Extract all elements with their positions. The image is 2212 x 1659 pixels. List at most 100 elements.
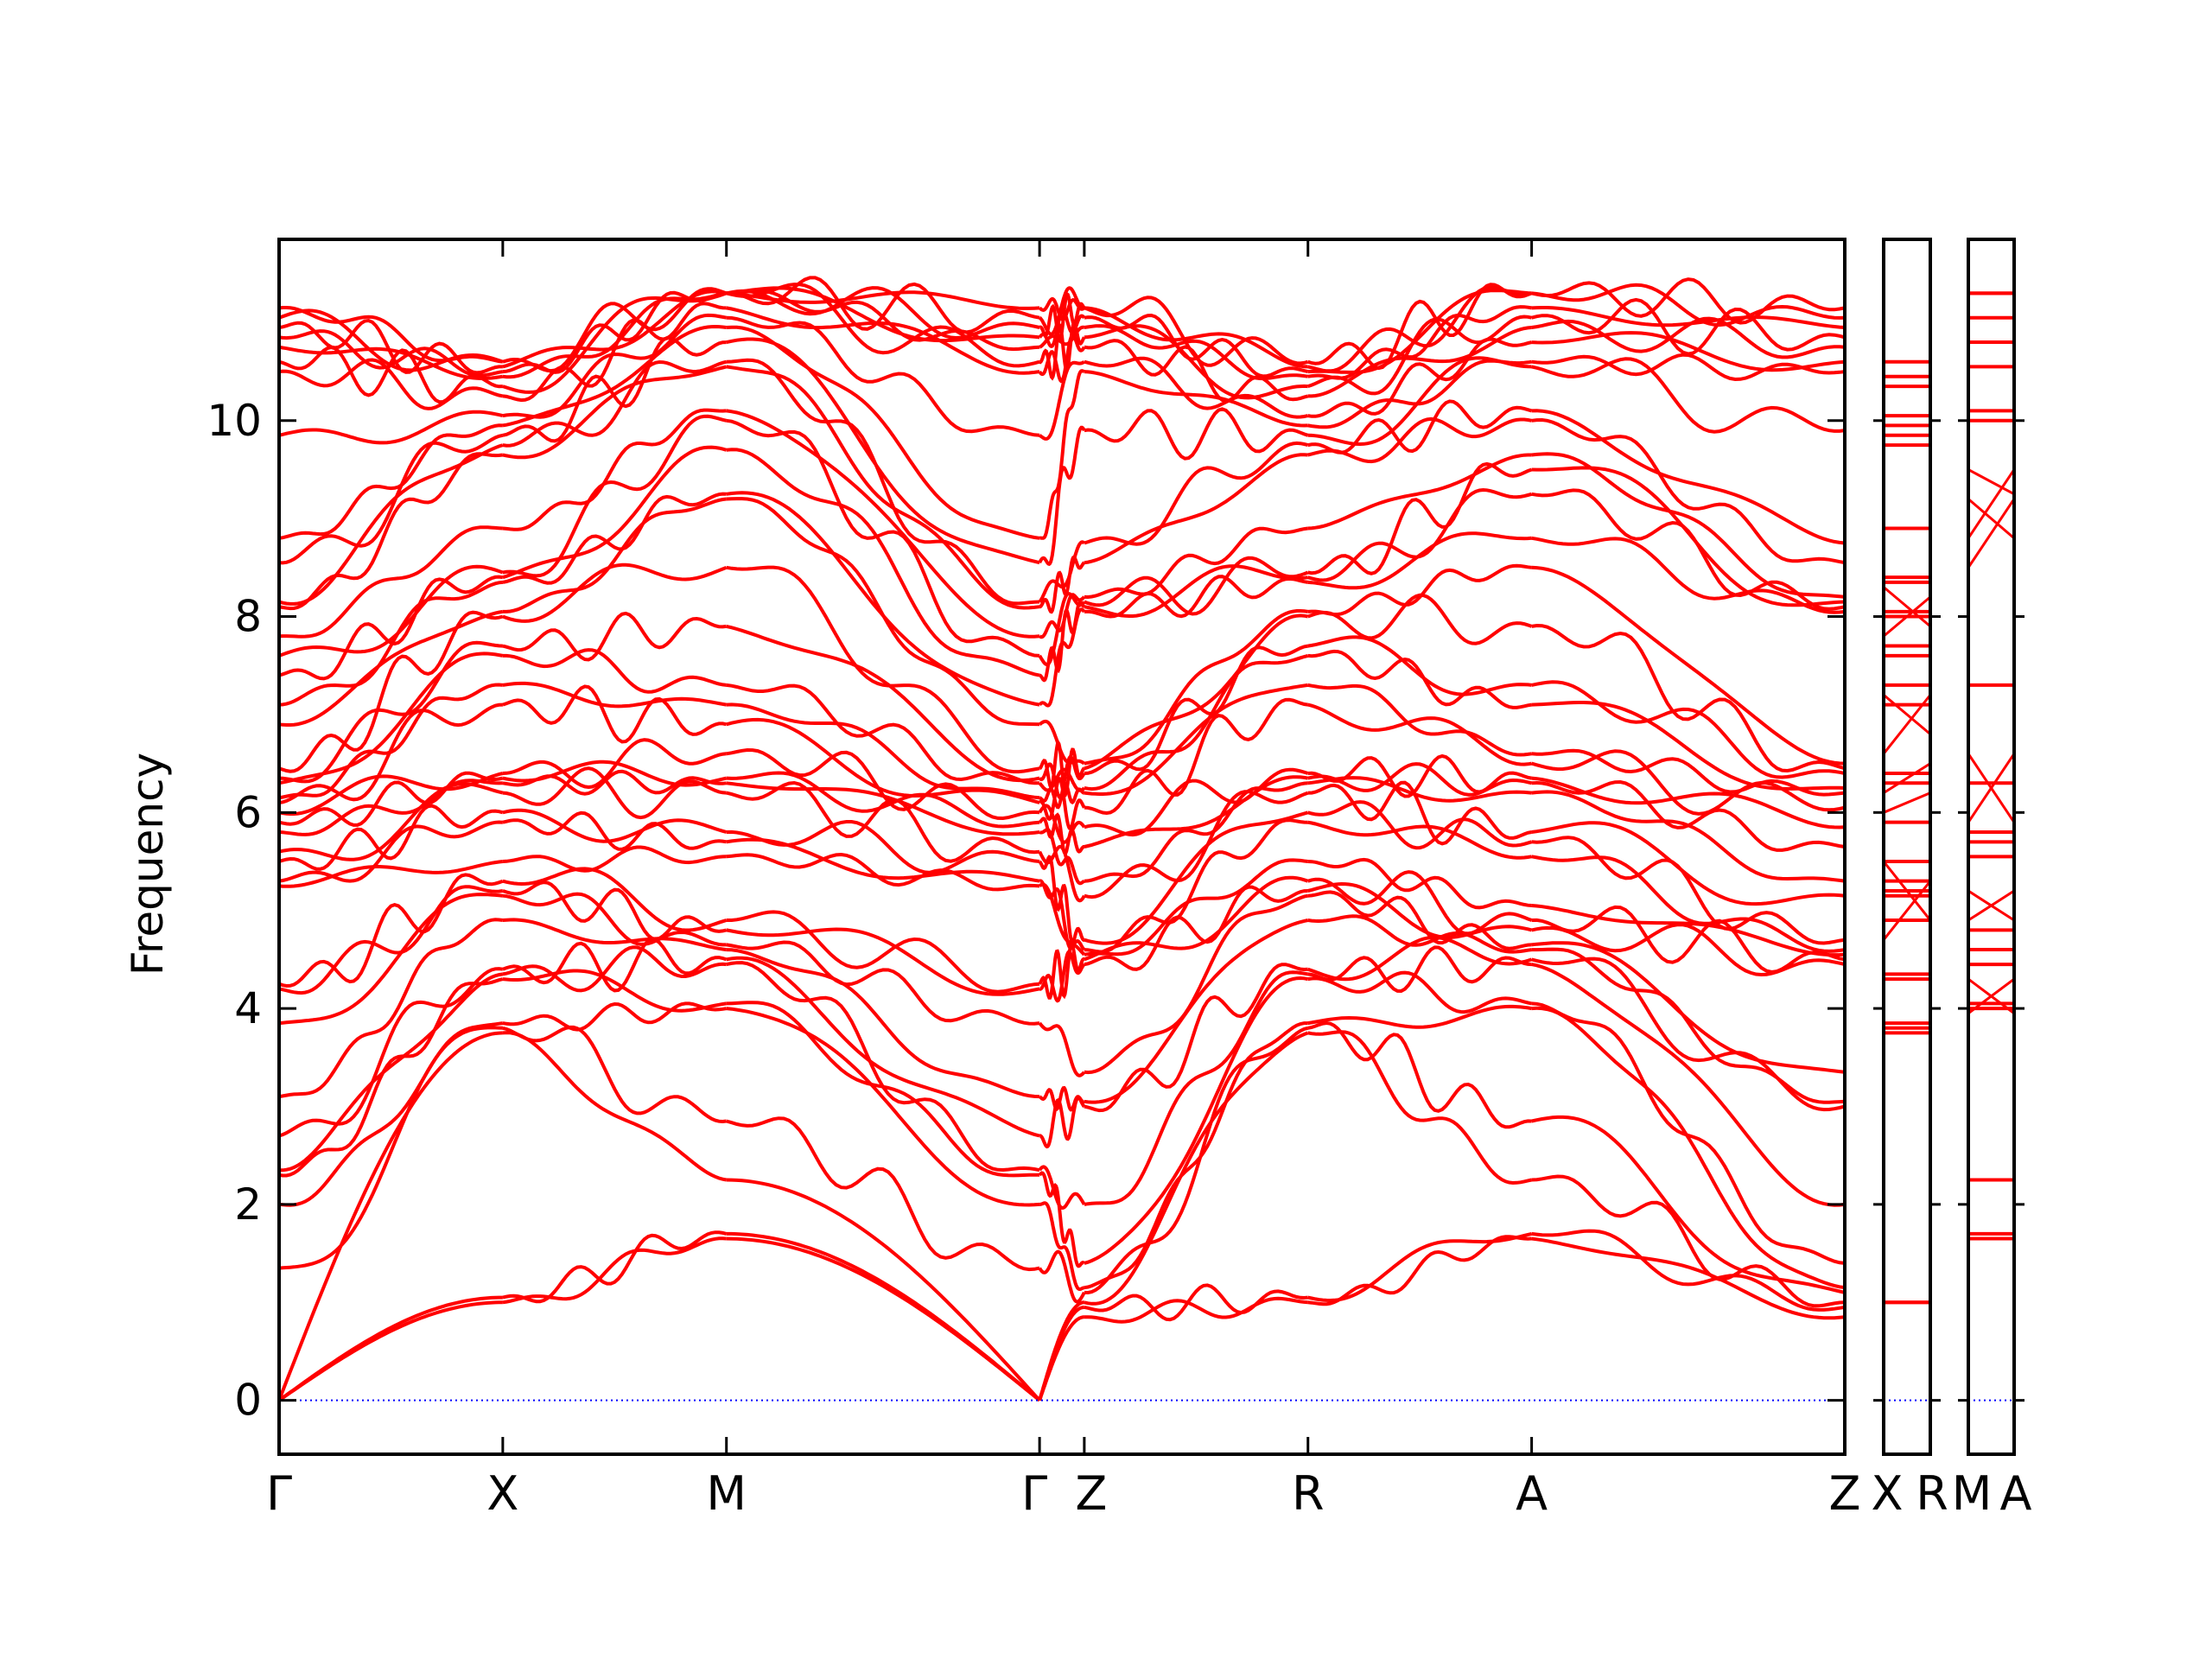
band-line xyxy=(1038,540,1086,603)
band-line xyxy=(1531,748,1845,797)
band-line xyxy=(502,684,728,744)
band-line xyxy=(279,580,504,707)
y-tick-label: 8 xyxy=(234,592,262,642)
band-line xyxy=(502,845,727,873)
band-line xyxy=(1531,623,1845,773)
band-line xyxy=(726,702,1040,800)
band-line xyxy=(726,771,1040,829)
band-line xyxy=(1307,780,1532,846)
band-line xyxy=(1084,1031,1309,1306)
band-line xyxy=(279,433,504,565)
band-line xyxy=(1967,498,2015,539)
band-line xyxy=(1307,337,1533,418)
band-line xyxy=(1967,498,2016,569)
band-line xyxy=(279,779,503,836)
band-line xyxy=(1307,914,1532,954)
band-line xyxy=(279,782,504,861)
panel-frame xyxy=(1882,238,1932,1456)
x-tick-label: Z xyxy=(1075,1466,1107,1521)
band-line xyxy=(1307,461,1533,575)
y-tick-label: 0 xyxy=(234,1376,262,1426)
band-line xyxy=(1038,296,1086,322)
band-line xyxy=(1084,564,1308,618)
band-line xyxy=(279,525,504,639)
band-line xyxy=(726,565,1040,774)
band-line xyxy=(726,927,1040,996)
band-line xyxy=(1038,882,1086,957)
band-line xyxy=(726,940,1040,1026)
band-line xyxy=(1307,285,1532,373)
band-line xyxy=(1038,286,1085,336)
band-line xyxy=(1039,879,1086,951)
band-line xyxy=(1883,694,1931,735)
band-line xyxy=(1307,1231,1533,1303)
band-line xyxy=(1531,1115,1845,1294)
band-line xyxy=(502,1031,728,1182)
band-line xyxy=(1307,563,1532,616)
band-line xyxy=(1883,762,1931,794)
band-line xyxy=(1531,923,1845,977)
band-line xyxy=(1307,283,1533,371)
band-line xyxy=(279,443,504,606)
band-line xyxy=(502,1236,727,1305)
band-line xyxy=(1883,586,1931,628)
band-line xyxy=(1307,800,1533,850)
band-line xyxy=(1531,749,1845,816)
band-line xyxy=(1084,918,1309,1104)
band-line xyxy=(279,652,504,785)
band-line xyxy=(726,286,1040,340)
band-line xyxy=(502,1001,728,1032)
band-line xyxy=(1039,600,1085,683)
band-line xyxy=(726,418,1040,658)
x-tick-label: Γ xyxy=(1021,1466,1047,1521)
band-line xyxy=(726,717,1040,804)
band-line xyxy=(502,336,727,443)
band-line xyxy=(1307,683,1532,757)
band-line xyxy=(1307,649,1532,709)
main-panel-frame xyxy=(277,238,1847,1456)
band-line xyxy=(1038,1165,1086,1211)
x-tick-label: X xyxy=(1872,1466,1904,1521)
band-line xyxy=(726,365,1040,610)
band-line xyxy=(1084,324,1308,381)
band-line xyxy=(279,683,504,800)
band-line xyxy=(1531,565,1845,766)
band-line xyxy=(726,286,1040,343)
band-line xyxy=(1084,683,1308,796)
band-line xyxy=(1307,305,1532,380)
band-line xyxy=(726,624,1040,783)
band-line xyxy=(1038,719,1086,766)
y-tick-label: 6 xyxy=(234,787,262,837)
band-line xyxy=(1084,644,1309,775)
band-line xyxy=(502,738,727,790)
band-line xyxy=(1307,857,1532,910)
band-line xyxy=(1307,359,1532,429)
band-line xyxy=(726,747,1040,821)
y-axis-label: Frequency xyxy=(123,753,173,976)
band-line xyxy=(1038,804,1086,844)
band-line xyxy=(1307,762,1533,797)
band-line xyxy=(279,318,503,375)
band-line xyxy=(1084,697,1308,816)
band-line xyxy=(1531,1236,1845,1320)
band-line xyxy=(1307,487,1533,582)
band-line xyxy=(1084,653,1309,791)
band-line xyxy=(1307,702,1532,766)
band-line xyxy=(279,702,503,804)
band-line xyxy=(279,452,504,611)
band-line xyxy=(1084,1296,1308,1324)
band-line xyxy=(279,893,504,1026)
band-line xyxy=(1531,277,1845,325)
band-line xyxy=(1531,417,1845,565)
band-line xyxy=(1882,861,1932,921)
band-line xyxy=(1084,858,1308,957)
band-line xyxy=(502,359,728,448)
band-line xyxy=(502,766,727,820)
band-line xyxy=(726,325,1040,540)
band-line xyxy=(1307,753,1532,798)
band-line xyxy=(1084,356,1309,419)
band-line xyxy=(502,681,728,709)
band-line xyxy=(1531,947,1845,1104)
